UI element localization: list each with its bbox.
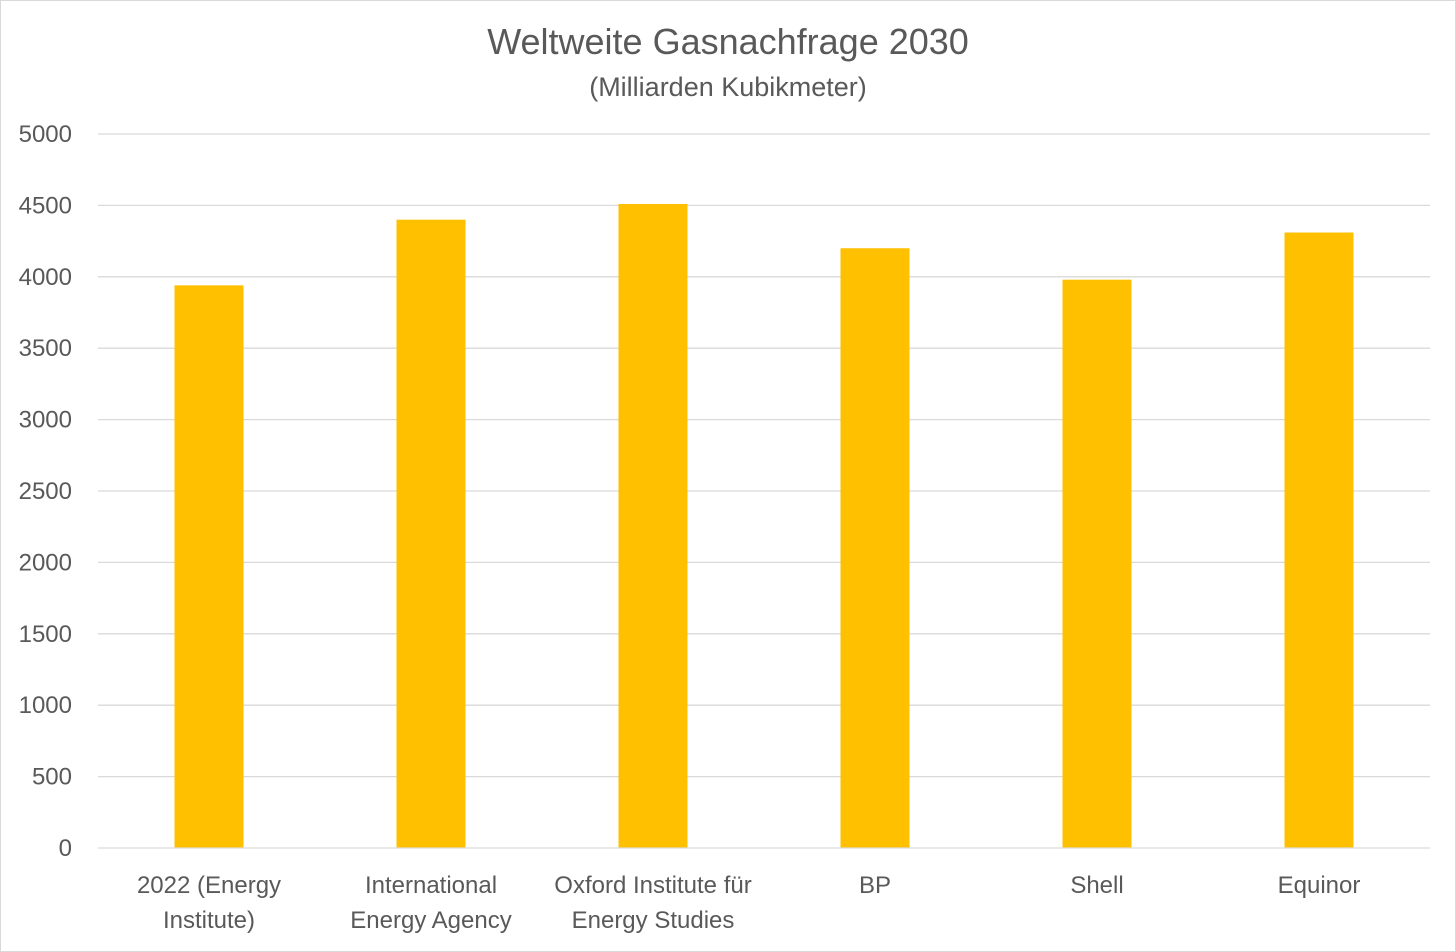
chart-subtitle: (Milliarden Kubikmeter) (589, 72, 867, 102)
x-category-label: 2022 (Energy Institute) (137, 872, 281, 934)
bar (840, 248, 910, 849)
x-category-label-line: Shell (1070, 872, 1123, 899)
x-category-label-line: Oxford Institute für (554, 872, 751, 899)
x-category-label: Equinor (1278, 872, 1361, 899)
y-tick-label: 5000 (19, 121, 72, 148)
x-category-label-line: Energy Agency (350, 907, 511, 934)
y-tick-label: 3500 (19, 335, 72, 362)
x-category-label: International Energy Agency (350, 872, 511, 934)
y-axis-tick-labels: 0 500 1000 1500 2000 2500 3000 3500 4000 4500 5000 (19, 121, 72, 862)
x-category-label-line: BP (859, 872, 891, 899)
gridlines (98, 133, 1430, 778)
chart-title: Weltweite Gasnachfrage 2030 (487, 21, 969, 62)
y-tick-label: 500 (32, 764, 72, 791)
x-category-label-line: 2022 (Energy (137, 872, 281, 899)
y-tick-label: 1000 (19, 692, 72, 719)
x-category-label-line: Equinor (1278, 872, 1361, 899)
bar (618, 203, 688, 849)
x-category-label: Oxford Institute für Energy Studies (554, 872, 751, 934)
x-category-label-line: Institute) (163, 907, 255, 934)
y-tick-label: 2500 (19, 478, 72, 505)
x-category-label-line: International (365, 872, 497, 899)
x-category-label: Shell (1070, 872, 1123, 899)
bar (1062, 279, 1132, 848)
y-tick-label: 4500 (19, 192, 72, 219)
bar (1284, 232, 1354, 849)
y-tick-label: 1500 (19, 621, 72, 648)
x-axis-category-labels: 2022 (Energy Institute) International Energ… (137, 872, 1360, 934)
y-tick-label: 4000 (19, 264, 72, 291)
bar (396, 219, 466, 848)
bar (174, 285, 244, 848)
y-tick-label: 0 (59, 835, 72, 862)
y-tick-label: 3000 (19, 407, 72, 434)
x-category-label-line: Energy Studies (572, 907, 735, 934)
x-category-label: BP (859, 872, 891, 899)
y-tick-label: 2000 (19, 549, 72, 576)
bars (174, 203, 1354, 849)
